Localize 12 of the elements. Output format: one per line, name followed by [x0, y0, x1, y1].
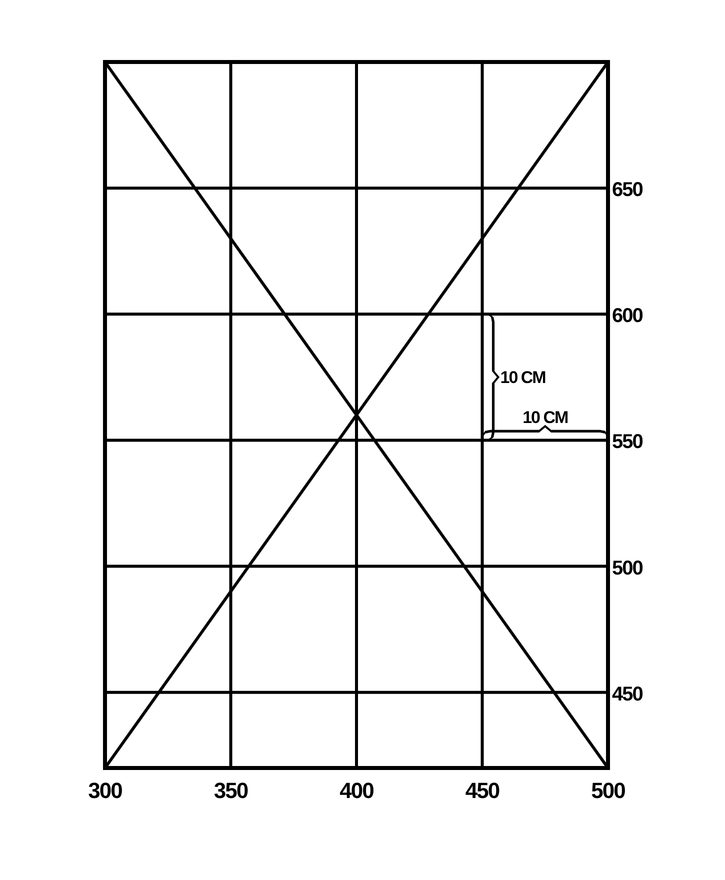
annotation: 10 CM [500, 368, 546, 388]
x-tick-label: 400 [340, 778, 374, 803]
y-tick-label: 550 [612, 431, 644, 454]
x-tick-label: 450 [465, 778, 500, 803]
x-tick-label: 500 [591, 778, 626, 803]
annotation: 10 CM [522, 408, 568, 428]
x-tick-label: 350 [214, 778, 248, 803]
y-tick-label: 500 [612, 557, 644, 580]
y-tick-label: 450 [612, 683, 644, 706]
y-tick-label: 650 [612, 179, 644, 202]
y-tick-label: 600 [612, 305, 644, 328]
x-tick-label: 300 [88, 778, 123, 803]
